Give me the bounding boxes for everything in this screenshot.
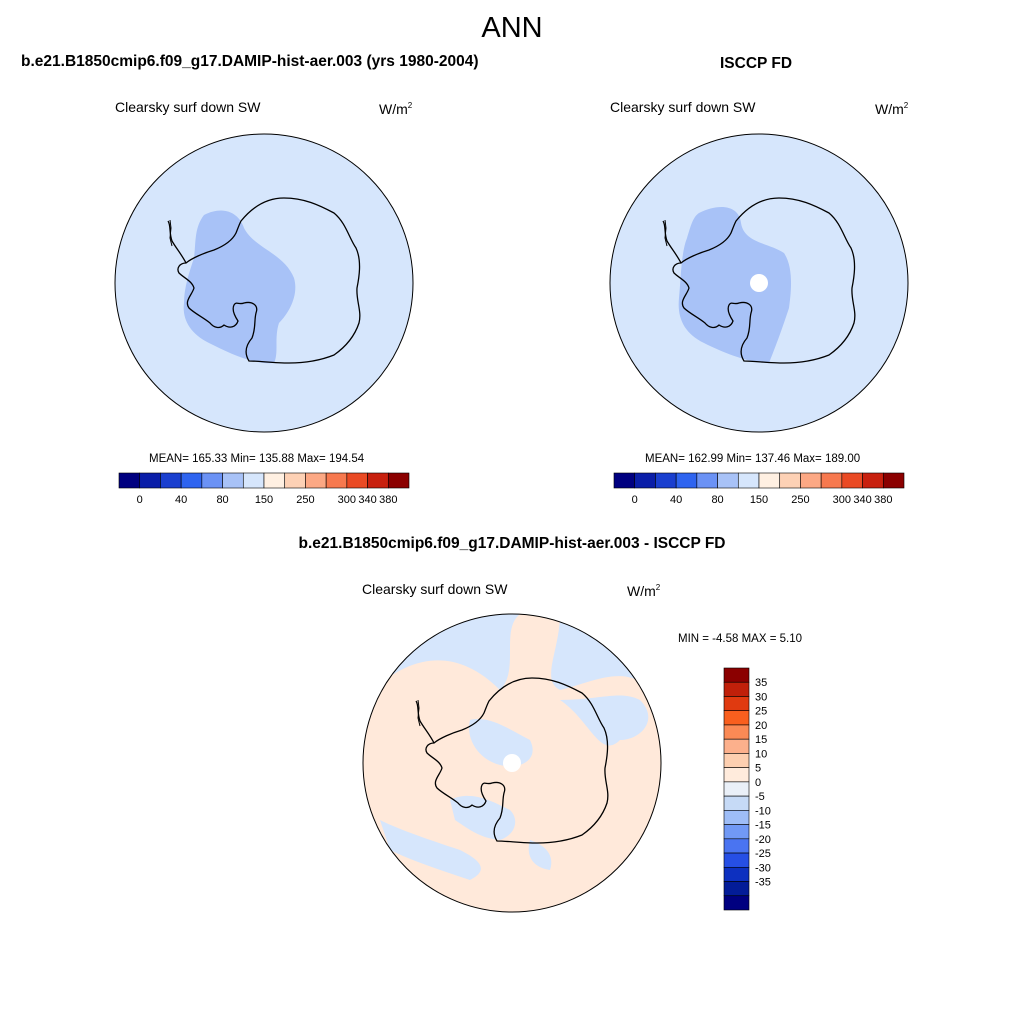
difference-title: b.e21.B1850cmip6.f09_g17.DAMIP-hist-aer.… bbox=[298, 535, 726, 552]
difference-colorbar: 35 30 25 20 15 10 5 0 -5 -10 -15 -20 -25 -30 -35 bbox=[723, 667, 771, 911]
panel-left-colorbar-swatch bbox=[160, 472, 182, 489]
panel-right-colorbar-swatch bbox=[675, 472, 698, 489]
panel-right-colorbar-tick-label: 250 bbox=[791, 494, 809, 506]
difference-colorbar-tick-label: -30 bbox=[755, 862, 771, 874]
difference-colorbar-swatch bbox=[723, 895, 750, 911]
panel-left-colorbar-tick-label: 300 bbox=[338, 494, 356, 506]
panel-left-colorbar-swatch bbox=[222, 472, 244, 489]
panel-left-colorbar-swatch bbox=[387, 472, 410, 489]
difference-colorbar-tick-label: -15 bbox=[755, 820, 771, 832]
panel-left-colorbar-tick-label: 380 bbox=[379, 494, 397, 506]
panel-right-colorbar-swatch bbox=[655, 472, 677, 489]
panel-right-colorbar-swatch bbox=[717, 472, 739, 489]
panel-right-colorbar-tick-label: 340 bbox=[853, 494, 871, 506]
difference-colorbar-tick-label: -35 bbox=[755, 877, 771, 889]
panel-left-colorbar: 0 40 80 150 250 300 340 380 bbox=[118, 472, 410, 506]
difference-colorbar-swatch bbox=[723, 738, 750, 754]
panel-left-units: W/m2 bbox=[379, 101, 413, 117]
difference-colorbar-swatch bbox=[723, 681, 750, 697]
difference-colorbar-swatch bbox=[723, 710, 750, 726]
difference-colorbar-tick-label: -25 bbox=[755, 848, 771, 860]
difference-colorbar-tick-label: 15 bbox=[755, 734, 767, 746]
panel-right-title: ISCCP FD bbox=[720, 55, 793, 72]
panel-left-colorbar-tick-label: 0 bbox=[137, 494, 143, 506]
difference-colorbar-tick-label: -5 bbox=[755, 791, 765, 803]
difference-colorbar-swatch bbox=[723, 696, 750, 712]
panel-left-colorbar-swatch bbox=[201, 472, 223, 489]
difference-colorbar-swatch bbox=[723, 767, 750, 783]
panel-left-colorbar-swatch bbox=[242, 472, 265, 489]
panel-left-colorbar-tick-label: 150 bbox=[255, 494, 273, 506]
panel-left-colorbar-tick-label: 80 bbox=[216, 494, 228, 506]
difference-colorbar-tick-label: 0 bbox=[755, 777, 761, 789]
panel-right-colorbar: 0 40 80 150 250 300 340 380 bbox=[613, 472, 905, 506]
difference-stats: MIN = -4.58 MAX = 5.10 bbox=[678, 633, 803, 645]
panel-left-map bbox=[114, 133, 414, 433]
panel-right-units: W/m2 bbox=[875, 101, 909, 117]
panel-left-colorbar-swatch bbox=[346, 472, 368, 489]
panel-right-colorbar-tick-label: 40 bbox=[670, 494, 682, 506]
panel-right-colorbar-swatch bbox=[862, 472, 884, 489]
panel-left-colorbar-swatch bbox=[305, 472, 327, 489]
panel-left-stats: MEAN= 165.33 Min= 135.88 Max= 194.54 bbox=[149, 453, 365, 465]
panel-left-colorbar-swatch bbox=[325, 472, 348, 489]
difference-colorbar-swatch bbox=[723, 881, 750, 897]
figure-title: ANN bbox=[481, 12, 543, 44]
panel-right-colorbar-swatch bbox=[779, 472, 801, 489]
panel-left-title: b.e21.B1850cmip6.f09_g17.DAMIP-hist-aer.… bbox=[21, 53, 479, 70]
panel-left-variable: Clearsky surf down SW bbox=[115, 99, 261, 115]
panel-right-colorbar-tick-label: 380 bbox=[874, 494, 892, 506]
panel-right-colorbar-swatch bbox=[820, 472, 843, 489]
panel-right-colorbar-swatch bbox=[841, 472, 863, 489]
difference-map bbox=[362, 613, 662, 913]
panel-right-map bbox=[609, 133, 909, 433]
difference-variable: Clearsky surf down SW bbox=[362, 581, 508, 597]
panel-left-colorbar-tick-label: 40 bbox=[175, 494, 187, 506]
panel-right-stats: MEAN= 162.99 Min= 137.46 Max= 189.00 bbox=[645, 453, 861, 465]
panel-right-colorbar-swatch bbox=[737, 472, 760, 489]
panel-right-variable: Clearsky surf down SW bbox=[610, 99, 756, 115]
difference-colorbar-swatch bbox=[723, 753, 750, 768]
difference-colorbar-swatch bbox=[723, 852, 750, 868]
difference-colorbar-swatch bbox=[723, 866, 750, 882]
difference-colorbar-tick-label: -20 bbox=[755, 834, 771, 846]
panel-left-colorbar-swatch bbox=[180, 472, 203, 489]
difference-colorbar-swatch bbox=[723, 667, 750, 683]
panel-right-colorbar-tick-label: 80 bbox=[711, 494, 723, 506]
difference-colorbar-tick-label: 5 bbox=[755, 763, 761, 775]
panel-right-colorbar-swatch bbox=[696, 472, 718, 489]
panel-left-colorbar-tick-label: 250 bbox=[296, 494, 314, 506]
panel-right-colorbar-swatch bbox=[613, 472, 636, 489]
difference-colorbar-swatch bbox=[723, 781, 750, 797]
panel-left-colorbar-swatch bbox=[284, 472, 306, 489]
panel-right-colorbar-tick-label: 300 bbox=[833, 494, 851, 506]
difference-colorbar-tick-label: 10 bbox=[755, 748, 767, 760]
difference-colorbar-tick-label: 35 bbox=[755, 677, 767, 689]
difference-colorbar-tick-label: 20 bbox=[755, 720, 767, 732]
panel-left-colorbar-swatch bbox=[118, 472, 141, 489]
difference-colorbar-swatch bbox=[723, 810, 750, 825]
panel-left-colorbar-swatch bbox=[367, 472, 389, 489]
difference-colorbar-tick-label: -10 bbox=[755, 805, 771, 817]
difference-colorbar-swatch bbox=[723, 824, 750, 840]
difference-colorbar-swatch bbox=[723, 795, 750, 811]
panel-right-colorbar-swatch bbox=[800, 472, 822, 489]
panel-right-colorbar-tick-label: 0 bbox=[632, 494, 638, 506]
difference-colorbar-swatch bbox=[723, 838, 750, 854]
panel-right-colorbar-swatch bbox=[882, 472, 905, 489]
panel-left-colorbar-tick-label: 340 bbox=[358, 494, 376, 506]
difference-units: W/m2 bbox=[627, 583, 661, 599]
difference-colorbar-swatch bbox=[723, 724, 750, 740]
panel-right-colorbar-swatch bbox=[758, 472, 781, 489]
panel-left-colorbar-swatch bbox=[263, 472, 286, 489]
difference-colorbar-tick-label: 30 bbox=[755, 691, 767, 703]
panel-left-colorbar-swatch bbox=[139, 472, 161, 489]
difference-colorbar-tick-label: 25 bbox=[755, 706, 767, 718]
panel-right-colorbar-tick-label: 150 bbox=[750, 494, 768, 506]
panel-right-colorbar-swatch bbox=[634, 472, 656, 489]
